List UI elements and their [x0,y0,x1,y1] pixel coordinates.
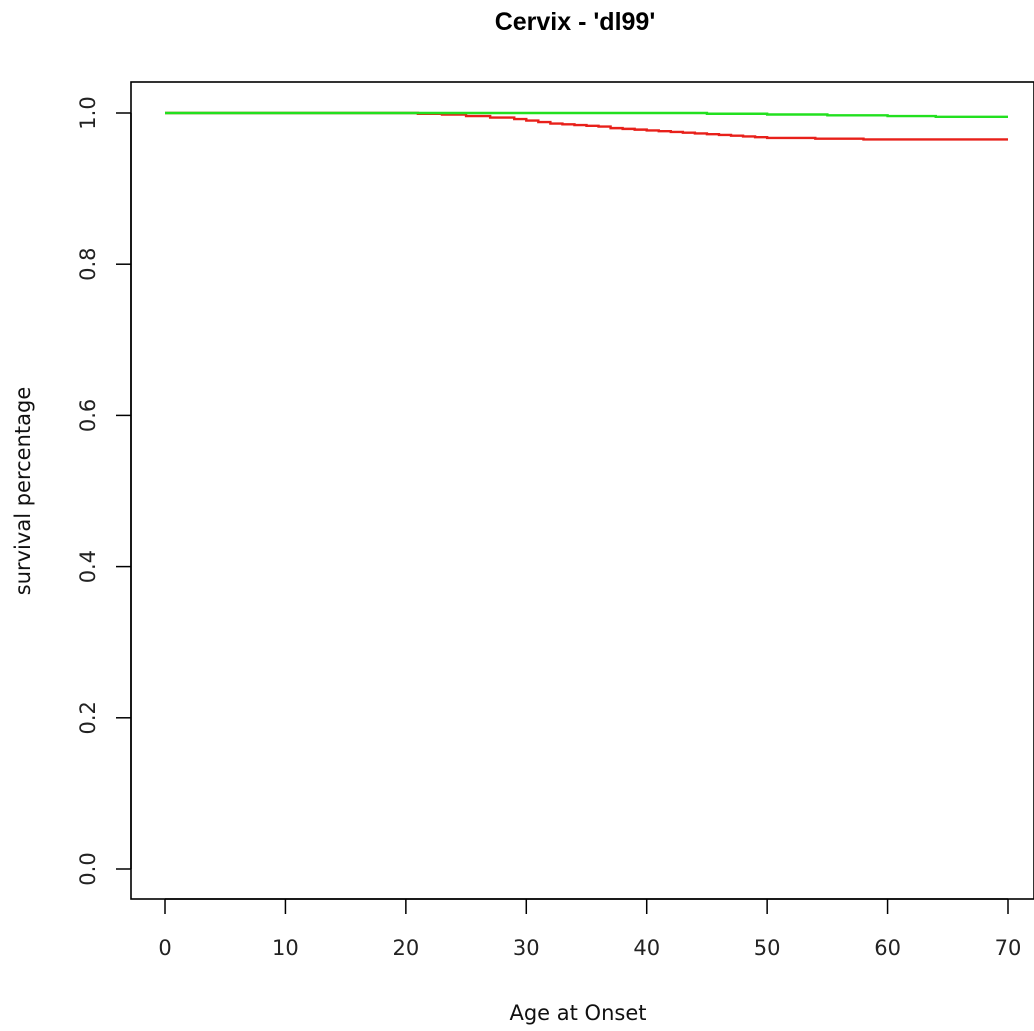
x-tick-label: 60 [874,936,901,960]
x-tick-label: 20 [392,936,419,960]
series-line-1 [165,111,1008,141]
y-tick-label: 1.0 [76,96,100,129]
series-layer [165,111,1008,141]
series-line-2 [165,111,1008,118]
y-axis-label: survival percentage [11,387,35,596]
x-tick-label: 40 [633,936,660,960]
y-tick-label: 0.8 [76,247,100,280]
x-tick-label: 70 [995,936,1022,960]
chart-title: Cervix - 'dl99' [495,8,656,36]
x-axis: 0 10 20 30 40 50 60 70 [158,898,1022,960]
y-tick-label: 0.0 [76,852,100,885]
y-tick-label: 0.2 [76,701,100,734]
plot-frame [130,81,1034,900]
x-tick-label: 0 [158,936,171,960]
x-axis-label: Age at Onset [509,1001,646,1025]
y-axis: 0.0 0.2 0.4 0.6 0.8 1.0 [76,96,132,886]
x-tick-label: 50 [754,936,781,960]
y-tick-label: 0.6 [76,399,100,432]
x-tick-label: 10 [272,936,299,960]
x-tick-label: 30 [513,936,540,960]
y-tick-label: 0.4 [76,550,100,583]
